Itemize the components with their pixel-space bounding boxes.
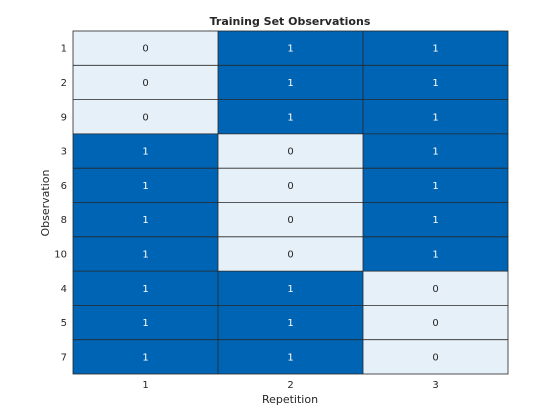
heatmap-cell — [363, 31, 508, 66]
heatmap-cell — [73, 168, 218, 203]
heatmap-cell — [73, 305, 218, 340]
cell-value-label: 0 — [432, 352, 438, 363]
cell-value-label: 1 — [287, 78, 293, 89]
cell-value-label: 1 — [142, 181, 148, 192]
cell-value-label: 1 — [287, 318, 293, 329]
cell-value-label: 0 — [432, 284, 438, 295]
heatmap-cell — [363, 168, 508, 203]
y-tick-label: 3 — [61, 147, 67, 158]
cell-value-label: 1 — [432, 249, 438, 260]
cell-value-label: 1 — [142, 318, 148, 329]
y-tick-label: 6 — [61, 181, 67, 192]
cell-value-label: 1 — [432, 78, 438, 89]
cell-value-label: 0 — [287, 215, 293, 226]
x-tick-label: 3 — [432, 380, 438, 391]
cell-value-label: 1 — [432, 215, 438, 226]
heatmap-cell — [73, 271, 218, 306]
heatmap-cells: 0 1 1 0 1 1 0 1 1 1 0 1 1 0 1 1 0 1 1 0 1 1 1 0 1 1 0 1 1 0 — [73, 31, 508, 374]
x-tick-label: 2 — [287, 380, 293, 391]
cell-value-label: 1 — [287, 112, 293, 123]
cell-value-label: 0 — [142, 78, 148, 89]
chart-title: Training Set Observations — [210, 15, 371, 28]
heatmap-cell — [73, 99, 218, 134]
heatmap-cell — [218, 339, 363, 374]
y-tick-labels: 1 2 9 3 6 8 10 4 5 7 — [54, 44, 67, 364]
x-tick-label: 1 — [142, 380, 148, 391]
cell-value-label: 0 — [287, 249, 293, 260]
heatmap-cell — [363, 202, 508, 237]
heatmap-cell — [363, 271, 508, 306]
heatmap-cell — [363, 305, 508, 340]
cell-value-label: 1 — [142, 249, 148, 260]
cell-value-label: 1 — [287, 352, 293, 363]
x-axis-label: Repetition — [262, 393, 318, 406]
cell-value-label: 0 — [287, 147, 293, 158]
heatmap-cell — [218, 236, 363, 272]
y-tick-label: 2 — [61, 78, 67, 89]
cell-value-label: 1 — [142, 352, 148, 363]
heatmap-cell — [363, 236, 508, 272]
cell-value-label: 1 — [142, 284, 148, 295]
cell-value-label: 1 — [432, 147, 438, 158]
heatmap-cell — [363, 99, 508, 134]
y-axis-label: Observation — [39, 169, 52, 236]
heatmap-cell — [218, 168, 363, 203]
cell-value-label: 1 — [287, 44, 293, 55]
y-tick-label: 9 — [61, 112, 67, 123]
heatmap-cell — [73, 65, 218, 100]
cell-value-label: 0 — [142, 112, 148, 123]
heatmap-cell — [218, 305, 363, 340]
heatmap-cell — [218, 271, 363, 306]
heatmap-cell — [218, 133, 363, 169]
heatmap-cell — [218, 65, 363, 100]
heatmap-cell — [363, 65, 508, 100]
heatmap-cell — [73, 133, 218, 169]
cell-value-label: 1 — [432, 112, 438, 123]
cell-value-label: 0 — [142, 44, 148, 55]
y-tick-label: 10 — [54, 249, 67, 260]
y-tick-label: 4 — [61, 284, 67, 295]
heatmap-cell — [73, 202, 218, 237]
cell-value-label: 1 — [432, 44, 438, 55]
heatmap-cell — [218, 202, 363, 237]
heatmap-cell — [73, 236, 218, 272]
y-tick-label: 5 — [61, 318, 67, 329]
cell-value-label: 0 — [432, 318, 438, 329]
heatmap-cell — [73, 339, 218, 374]
y-tick-label: 7 — [61, 352, 67, 363]
x-tick-labels: 1 2 3 — [142, 380, 438, 391]
heatmap-cell — [73, 31, 218, 66]
cell-value-label: 1 — [287, 284, 293, 295]
heatmap-cell — [218, 31, 363, 66]
cell-value-label: 1 — [142, 215, 148, 226]
heatmap-cell — [218, 99, 363, 134]
y-tick-label: 1 — [61, 44, 67, 55]
cell-value-label: 0 — [287, 181, 293, 192]
cell-value-label: 1 — [432, 181, 438, 192]
heatmap-cell — [363, 133, 508, 169]
heatmap-gridlines — [72, 30, 509, 375]
cell-value-label: 1 — [142, 147, 148, 158]
y-tick-label: 8 — [61, 215, 67, 226]
heatmap-cell — [363, 339, 508, 374]
plot-border — [72, 30, 509, 375]
